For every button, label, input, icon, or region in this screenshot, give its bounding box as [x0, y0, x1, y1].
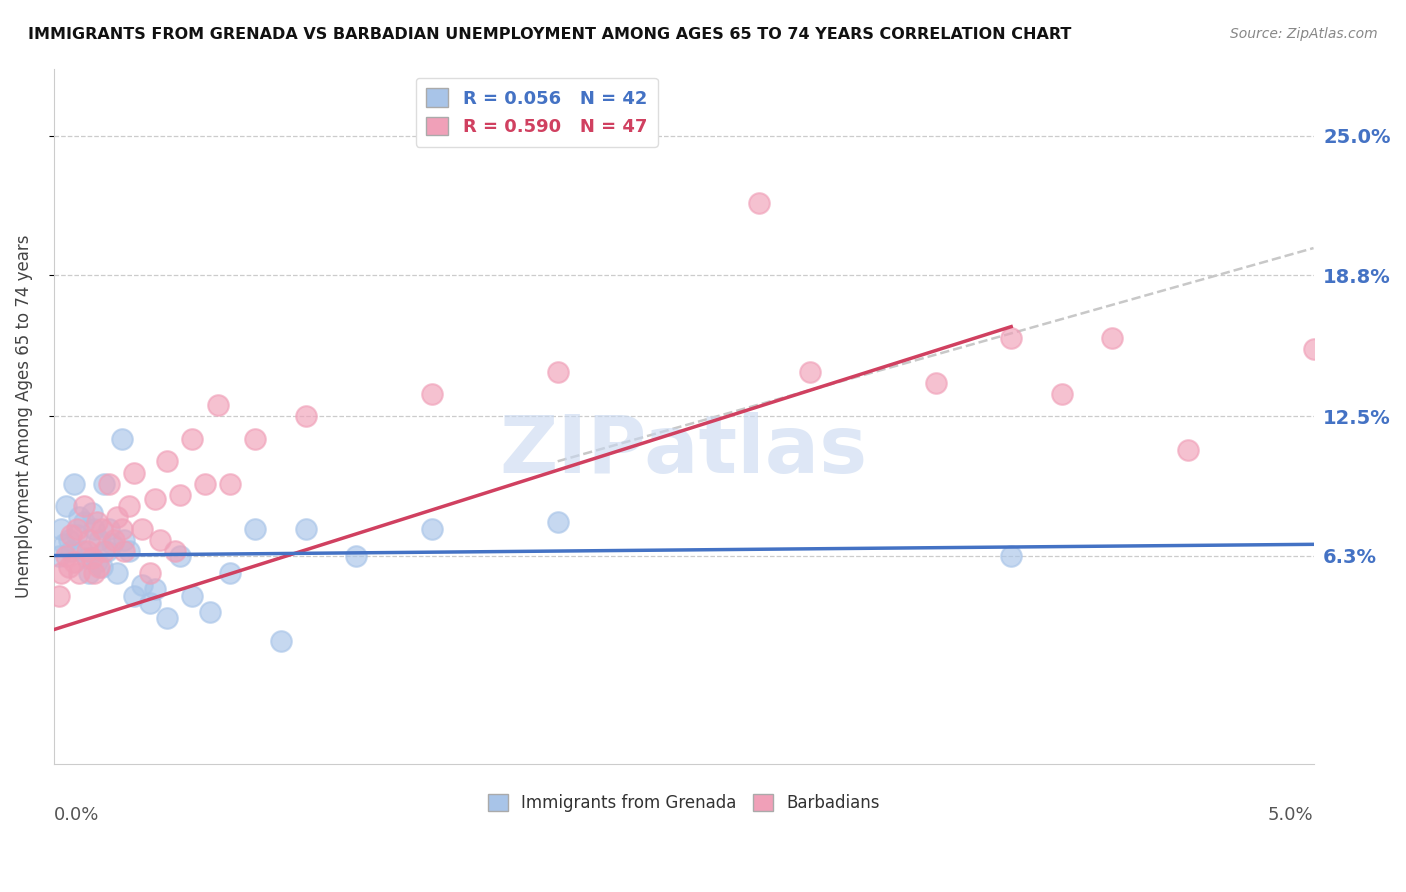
Point: [194, 476, 217, 491]
Point: [547, 364, 569, 378]
Point: [70, 544, 93, 558]
Point: [89, 533, 111, 547]
Point: [111, 432, 134, 446]
Point: [131, 522, 153, 536]
Point: [124, 589, 146, 603]
Point: [112, 544, 135, 558]
Point: [245, 522, 267, 536]
Point: [80, 506, 103, 520]
Point: [98, 476, 121, 491]
Point: [420, 387, 443, 401]
Point: [103, 533, 125, 547]
Point: [1050, 387, 1073, 401]
Point: [67, 510, 90, 524]
Point: [58, 559, 80, 574]
Point: [138, 596, 160, 610]
Point: [101, 537, 124, 551]
Point: [1000, 549, 1022, 563]
Point: [112, 533, 135, 547]
Point: [67, 566, 90, 581]
Point: [124, 466, 146, 480]
Point: [48, 549, 70, 563]
Point: [93, 544, 115, 558]
Point: [83, 522, 105, 536]
Point: [924, 376, 946, 390]
Point: [60, 528, 83, 542]
Point: [138, 566, 160, 581]
Point: [245, 432, 267, 446]
Point: [60, 544, 83, 558]
Point: [77, 566, 100, 581]
Point: [294, 409, 316, 424]
Point: [77, 533, 100, 547]
Point: [131, 578, 153, 592]
Point: [163, 544, 186, 558]
Point: [219, 476, 242, 491]
Point: [93, 476, 115, 491]
Point: [219, 566, 242, 581]
Point: [169, 549, 191, 563]
Point: [207, 398, 229, 412]
Point: [1302, 342, 1324, 356]
Point: [105, 566, 128, 581]
Text: 5.0%: 5.0%: [1268, 806, 1313, 824]
Point: [270, 633, 292, 648]
Point: [58, 533, 80, 547]
Text: 0.0%: 0.0%: [53, 806, 100, 824]
Point: [156, 454, 179, 468]
Point: [169, 488, 191, 502]
Point: [90, 522, 112, 536]
Point: [86, 515, 108, 529]
Point: [76, 550, 98, 565]
Point: [98, 522, 121, 536]
Point: [143, 492, 166, 507]
Point: [547, 515, 569, 529]
Point: [149, 533, 172, 547]
Point: [90, 559, 112, 574]
Point: [63, 555, 86, 569]
Point: [65, 522, 87, 536]
Point: [51, 566, 73, 581]
Point: [118, 499, 141, 513]
Point: [420, 522, 443, 536]
Point: [181, 432, 204, 446]
Point: [83, 566, 105, 581]
Point: [80, 550, 103, 565]
Point: [1101, 331, 1123, 345]
Point: [65, 528, 87, 542]
Point: [96, 544, 118, 558]
Point: [63, 476, 86, 491]
Point: [73, 515, 96, 529]
Point: [52, 537, 75, 551]
Text: ZIPatlas: ZIPatlas: [499, 412, 868, 491]
Point: [344, 549, 367, 563]
Point: [294, 522, 316, 536]
Point: [55, 499, 77, 513]
Point: [51, 522, 73, 536]
Point: [73, 499, 96, 513]
Point: [143, 582, 166, 597]
Text: Source: ZipAtlas.com: Source: ZipAtlas.com: [1230, 27, 1378, 41]
Point: [76, 544, 98, 558]
Point: [86, 555, 108, 569]
Point: [55, 549, 77, 563]
Point: [1000, 331, 1022, 345]
Point: [799, 364, 821, 378]
Point: [48, 589, 70, 603]
Point: [118, 544, 141, 558]
Point: [181, 589, 204, 603]
Point: [89, 559, 111, 574]
Point: [156, 611, 179, 625]
Point: [748, 196, 770, 211]
Point: [105, 510, 128, 524]
Point: [1177, 443, 1199, 458]
Legend: Immigrants from Grenada, Barbadians: Immigrants from Grenada, Barbadians: [481, 787, 886, 819]
Y-axis label: Unemployment Among Ages 65 to 74 years: Unemployment Among Ages 65 to 74 years: [15, 235, 32, 599]
Point: [198, 605, 221, 619]
Text: IMMIGRANTS FROM GRENADA VS BARBADIAN UNEMPLOYMENT AMONG AGES 65 TO 74 YEARS CORR: IMMIGRANTS FROM GRENADA VS BARBADIAN UNE…: [28, 27, 1071, 42]
Point: [111, 522, 134, 536]
